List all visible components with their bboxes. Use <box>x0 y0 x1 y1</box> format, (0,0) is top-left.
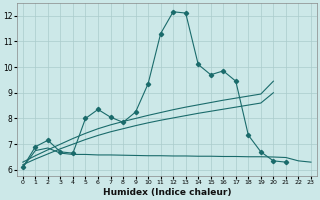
X-axis label: Humidex (Indice chaleur): Humidex (Indice chaleur) <box>103 188 231 197</box>
